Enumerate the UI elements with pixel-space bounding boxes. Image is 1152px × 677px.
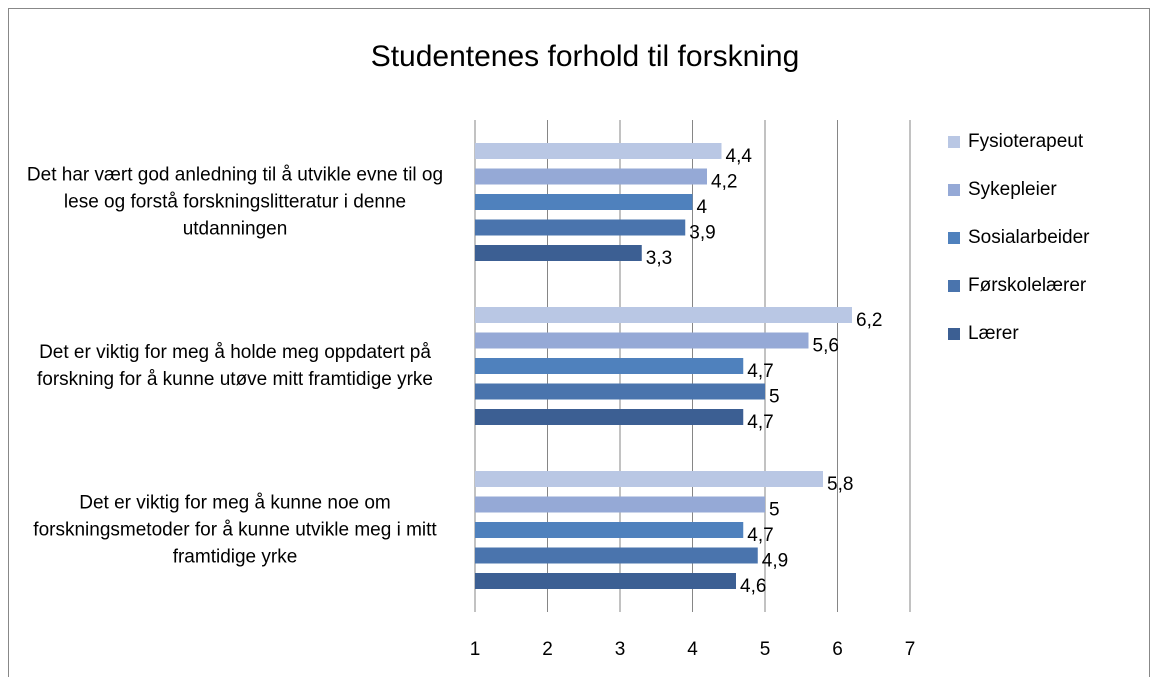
bar bbox=[475, 383, 765, 400]
x-tick-label: 7 bbox=[905, 639, 916, 660]
bar bbox=[475, 143, 722, 159]
bar bbox=[475, 245, 642, 261]
legend-swatch bbox=[948, 136, 960, 148]
value-label: 5 bbox=[769, 387, 780, 408]
value-label: 4,2 bbox=[711, 172, 737, 193]
value-label: 5 bbox=[769, 500, 780, 521]
legend-swatch bbox=[948, 232, 960, 244]
y-tick-label: Det er viktig for meg å holde meg oppdat… bbox=[37, 342, 433, 390]
value-label: 4 bbox=[697, 197, 708, 218]
value-label: 6,2 bbox=[856, 310, 882, 331]
bar bbox=[475, 471, 823, 487]
bar bbox=[475, 219, 686, 236]
y-tick-label: Det har vært god anledning til å utvikle… bbox=[26, 164, 444, 240]
x-tick-label: 5 bbox=[760, 639, 771, 660]
legend-label: Sykepleier bbox=[968, 179, 1057, 200]
legend-label: Fysioterapeut bbox=[968, 131, 1084, 152]
bar bbox=[475, 194, 693, 210]
legend-label: Førskolelærer bbox=[968, 275, 1087, 296]
x-tick-label: 1 bbox=[470, 639, 481, 660]
bar bbox=[475, 547, 758, 564]
x-tick-label: 6 bbox=[832, 639, 843, 660]
legend-label: Sosialarbeider bbox=[968, 227, 1090, 248]
value-label: 3,3 bbox=[646, 248, 672, 269]
value-label: 4,6 bbox=[740, 576, 766, 597]
bar bbox=[475, 496, 765, 513]
value-label: 5,6 bbox=[813, 336, 839, 357]
value-label: 4,7 bbox=[747, 525, 773, 546]
x-tick-label: 3 bbox=[615, 639, 626, 660]
chart-title: Studentenes forhold til forskning bbox=[371, 40, 800, 73]
value-label: 4,4 bbox=[726, 146, 753, 167]
value-label: 4,7 bbox=[747, 412, 773, 433]
bar bbox=[475, 307, 852, 323]
legend-swatch bbox=[948, 328, 960, 340]
legend-swatch bbox=[948, 280, 960, 292]
bar bbox=[475, 409, 744, 425]
bar bbox=[475, 332, 809, 349]
x-tick-label: 4 bbox=[687, 639, 698, 660]
value-label: 5,8 bbox=[827, 474, 853, 495]
chart-frame bbox=[8, 8, 1150, 677]
bar bbox=[475, 573, 736, 589]
bar bbox=[475, 522, 744, 538]
x-tick-label: 2 bbox=[542, 639, 553, 660]
bar bbox=[475, 168, 707, 185]
bar bbox=[475, 358, 744, 374]
value-label: 4,7 bbox=[747, 361, 773, 382]
legend-label: Lærer bbox=[968, 323, 1019, 344]
value-label: 4,9 bbox=[762, 551, 788, 572]
legend-swatch bbox=[948, 184, 960, 196]
y-tick-label: Det er viktig for meg å kunne noe om for… bbox=[33, 492, 437, 568]
value-label: 3,9 bbox=[689, 223, 715, 244]
